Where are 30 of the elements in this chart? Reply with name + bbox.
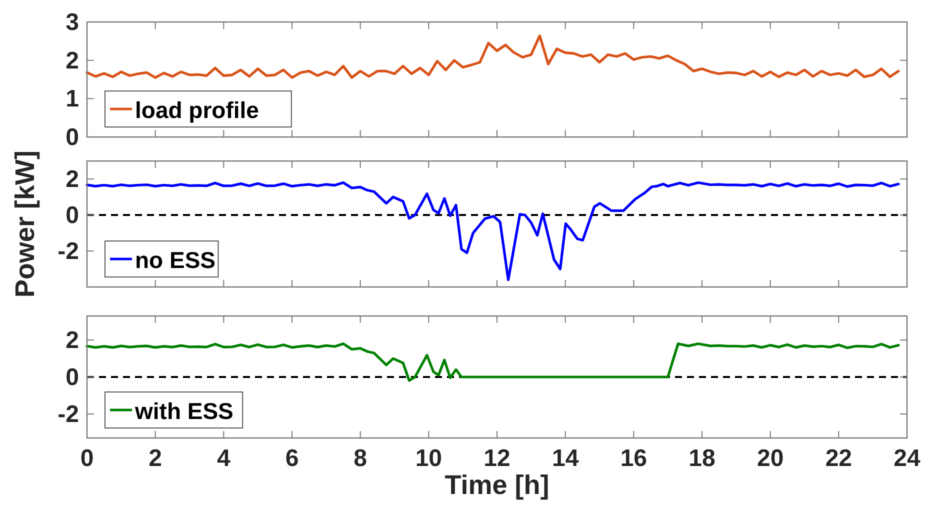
x-tick-label: 12 [484, 445, 510, 472]
x-tick-label: 4 [216, 445, 231, 472]
x-tick-label: 10 [415, 445, 442, 472]
y-tick-label: -2 [58, 400, 79, 428]
x-tick-label: 22 [825, 445, 852, 472]
x-tick-label: 24 [894, 445, 921, 472]
x-tick-label: 6 [285, 445, 299, 472]
y-axis-title: Power [kW] [10, 150, 40, 298]
y-tick-label: 0 [66, 124, 79, 151]
x-tick-label: 16 [620, 445, 648, 472]
x-axis-title: Time [h] [444, 470, 550, 500]
line-series [86, 181, 900, 282]
y-tick-label: 1 [66, 86, 79, 113]
x-tick-label: 20 [756, 445, 784, 472]
y-tick-label: 0 [66, 202, 79, 229]
x-tick-label: 2 [148, 445, 162, 472]
y-tick-label: 2 [66, 47, 79, 74]
x-tick-label: 18 [688, 445, 716, 472]
line-series [86, 342, 900, 382]
y-tick-label: 2 [66, 166, 79, 193]
line-series [86, 34, 900, 79]
y-tick-label: 3 [66, 9, 79, 36]
y-tick-label: -2 [58, 238, 79, 265]
x-tick-label: 14 [552, 445, 580, 472]
legend-label: with ESS [134, 398, 234, 424]
legend-label: no ESS [135, 247, 216, 273]
x-tick-label: 8 [354, 445, 368, 472]
legend-label: load profile [135, 97, 259, 123]
y-tick-label: 2 [66, 327, 79, 354]
y-tick-label: 0 [66, 364, 79, 391]
